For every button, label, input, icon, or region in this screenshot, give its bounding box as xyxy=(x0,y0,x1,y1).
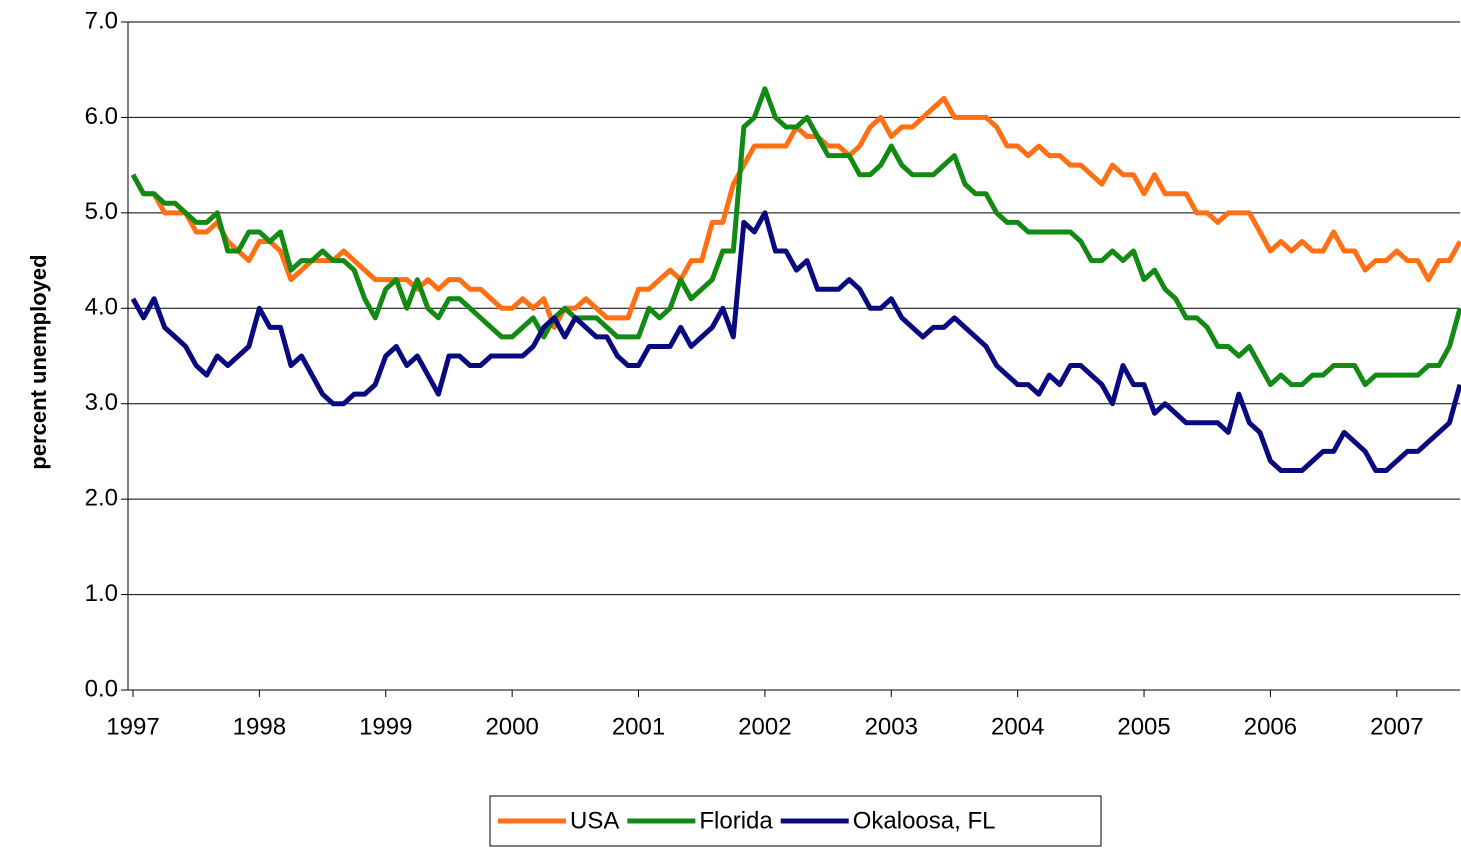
x-tick-label: 2001 xyxy=(612,713,665,740)
y-tick-label: 7.0 xyxy=(85,7,118,34)
x-tick-label: 2004 xyxy=(991,713,1044,740)
x-tick-label: 2005 xyxy=(1117,713,1170,740)
y-axis-label: percent unemployed xyxy=(26,254,51,469)
y-tick-label: 3.0 xyxy=(85,389,118,416)
x-tick-label: 2002 xyxy=(738,713,791,740)
x-tick-label: 1997 xyxy=(106,713,159,740)
x-tick-label: 2007 xyxy=(1370,713,1423,740)
y-tick-label: 4.0 xyxy=(85,294,118,321)
legend-label: USA xyxy=(570,807,619,834)
y-tick-label: 1.0 xyxy=(85,580,118,607)
x-tick-label: 2000 xyxy=(485,713,538,740)
legend-label: Florida xyxy=(699,807,773,834)
y-tick-label: 2.0 xyxy=(85,484,118,511)
x-tick-label: 2003 xyxy=(865,713,918,740)
y-tick-label: 6.0 xyxy=(85,103,118,130)
line-series xyxy=(130,210,1461,474)
legend-label: Okaloosa, FL xyxy=(853,807,996,834)
y-tick-label: 0.0 xyxy=(85,675,118,702)
line-series xyxy=(130,86,1461,388)
x-tick-label: 2006 xyxy=(1244,713,1297,740)
y-tick-label: 5.0 xyxy=(85,198,118,225)
x-tick-label: 1998 xyxy=(233,713,286,740)
x-tick-label: 1999 xyxy=(359,713,412,740)
